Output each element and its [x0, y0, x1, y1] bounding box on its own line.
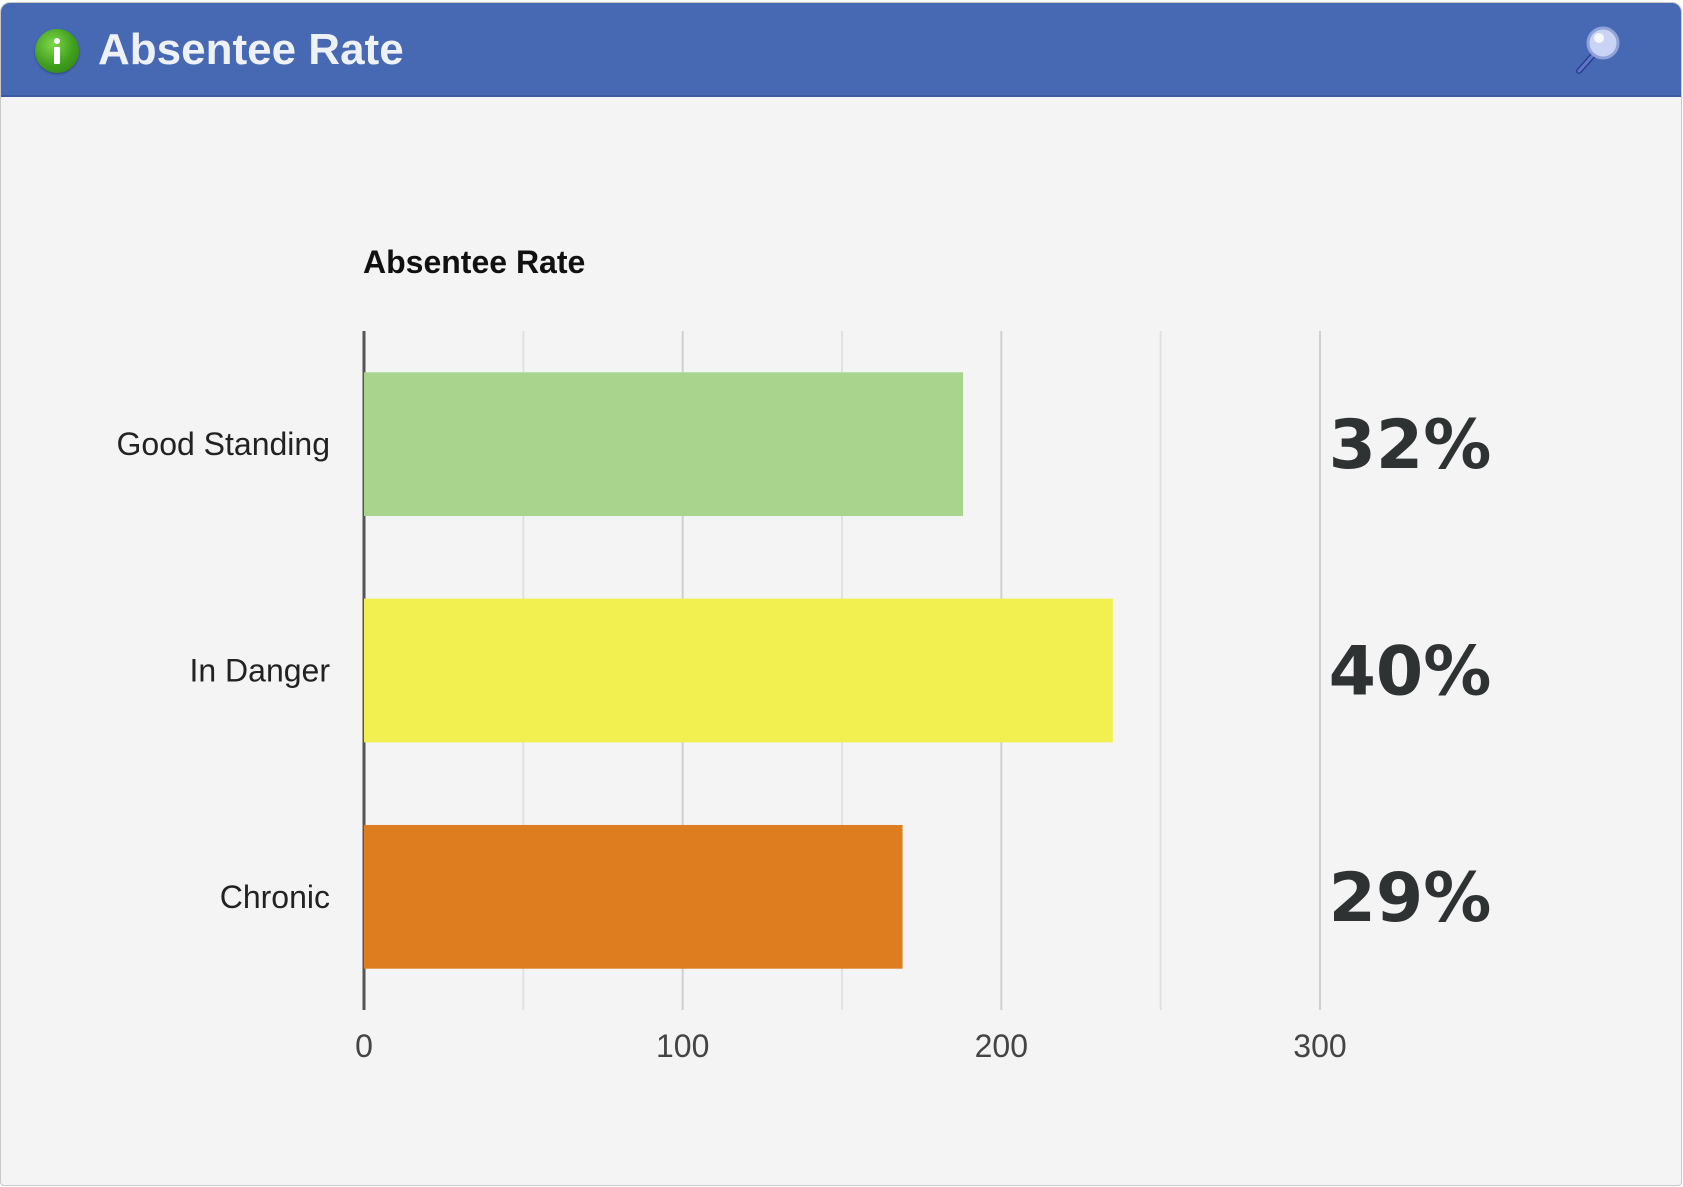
info-icon[interactable] [35, 29, 79, 73]
chart-title: Absentee Rate [363, 244, 585, 280]
x-tick-label: 200 [975, 1028, 1028, 1064]
widget-header: Absentee Rate [1, 3, 1681, 97]
x-tick-label: 100 [656, 1028, 709, 1064]
percent-annotation: 32% [1329, 406, 1492, 485]
bar-in-danger[interactable] [364, 598, 1113, 743]
category-label: In Danger [189, 653, 330, 689]
percent-annotation: 40% [1329, 633, 1492, 712]
bar-good-standing[interactable] [364, 372, 964, 517]
category-label: Good Standing [117, 426, 331, 462]
x-tick-label: 300 [1293, 1028, 1346, 1064]
widget-title: Absentee Rate [98, 25, 404, 74]
search-icon[interactable] [1571, 21, 1627, 81]
percent-annotation: 29% [1329, 859, 1492, 938]
category-label: Chronic [220, 879, 330, 915]
x-tick-label: 0 [355, 1028, 373, 1064]
bar-chronic[interactable] [364, 824, 903, 969]
